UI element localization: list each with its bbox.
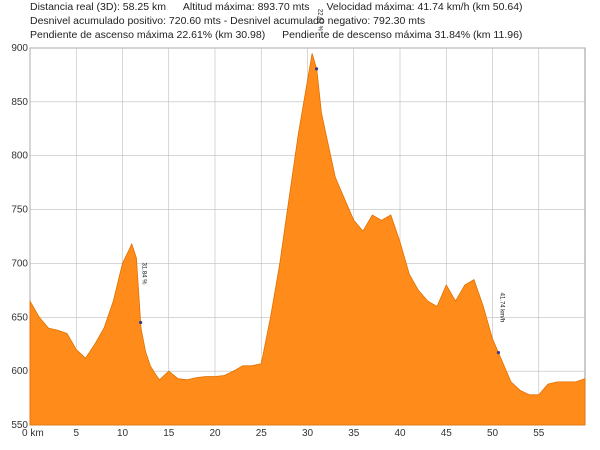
annotation-label: 31.84 %	[141, 262, 147, 285]
y-tick-label: 850	[11, 97, 28, 108]
x-tick-label: 55	[533, 428, 545, 439]
stat-max-altitude: Altitud máxima: 893.70 mts	[182, 1, 310, 13]
stat-real-distance: Distancia real (3D): 58.25 km	[30, 1, 166, 13]
x-tick-label: 10	[117, 428, 129, 439]
header-line-2: Desnivel acumulado positivo: 720.60 mts …	[30, 14, 596, 28]
x-tick-label: 50	[487, 428, 499, 439]
y-tick-label: 650	[11, 312, 28, 323]
y-tick-label: 900	[11, 43, 28, 54]
x-tick-label: 20	[209, 428, 221, 439]
annotation-label: 41.74 km/h	[498, 293, 504, 323]
stat-max-ascent-slope: Pendiente de ascenso máxima 22.61% (km 3…	[30, 29, 266, 41]
annotation-marker	[496, 351, 501, 355]
x-tick-label: 45	[441, 428, 453, 439]
x-tick-label: 30	[302, 428, 314, 439]
x-tick-label: 15	[163, 428, 175, 439]
y-tick-label: 550	[11, 420, 28, 431]
y-tick-label: 800	[11, 151, 28, 162]
stat-max-descent-slope: Pendiente de descenso máxima 31.84% (km …	[282, 29, 523, 41]
y-tick-label: 600	[11, 366, 28, 377]
header: Distancia real (3D): 58.25 km Altitud má…	[30, 0, 596, 42]
x-tick-label: 35	[348, 428, 360, 439]
x-tick-label: 25	[256, 428, 268, 439]
y-tick-label: 750	[11, 205, 28, 216]
x-tick-label: 0 km	[22, 428, 44, 439]
stat-accumulated-elevation: Desnivel acumulado positivo: 720.60 mts …	[30, 15, 426, 27]
header-line-3: Pendiente de ascenso máxima 22.61% (km 3…	[30, 28, 596, 42]
annotation-label: 22.61 %	[317, 9, 323, 32]
x-tick-label: 40	[394, 428, 406, 439]
header-line-1: Distancia real (3D): 58.25 km Altitud má…	[30, 0, 596, 14]
annotation-marker	[314, 67, 319, 71]
y-tick-label: 700	[11, 258, 28, 269]
annotation-marker	[139, 320, 143, 325]
x-tick-label: 5	[73, 428, 79, 439]
stat-max-speed: Velocidad máxima: 41.74 km/h (km 50.64)	[326, 1, 523, 13]
